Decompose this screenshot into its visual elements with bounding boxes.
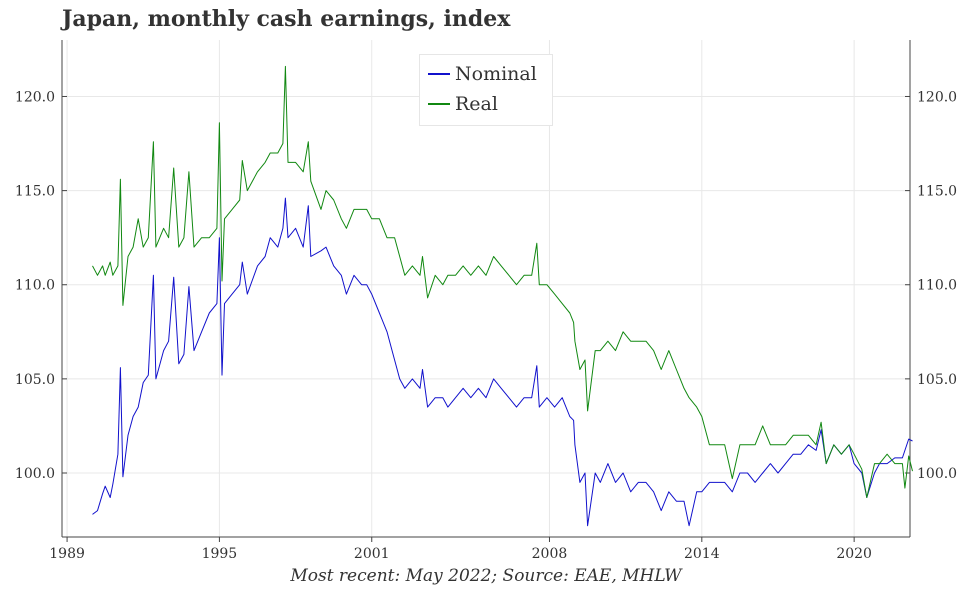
legend-label-nominal: Nominal [455,63,537,85]
legend: Nominal Real [419,54,553,126]
y-tick-label-right: 110.0 [917,278,957,294]
legend-item-nominal[interactable]: Nominal [428,61,537,87]
chart-title: Japan, monthly cash earnings, index [62,6,511,32]
y-tick-label-left: 115.0 [15,184,55,200]
x-tick-label: 2008 [532,546,568,562]
y-tick-label-right: 105.0 [917,372,957,388]
y-tick-label-left: 100.0 [15,466,55,482]
y-tick-label-right: 120.0 [917,89,957,105]
x-tick-label: 2014 [684,546,720,562]
y-tick-label-left: 120.0 [15,89,55,105]
x-tick-label: 2001 [354,546,390,562]
x-tick-label: 1995 [202,546,238,562]
series-line-nominal [92,197,913,527]
y-tick-label-right: 100.0 [917,466,957,482]
series-lines [92,65,913,527]
legend-label-real: Real [455,93,498,115]
x-tick-label: 2020 [836,546,872,562]
y-tick-label-left: 105.0 [15,372,55,388]
source-note: Most recent: May 2022; Source: EAE, MHLW [290,566,682,586]
y-tick-label-right: 115.0 [917,184,957,200]
series-line-real [92,65,913,498]
axes: 100.0 100.0 105.0 105.0 110.0 110.0 115.0 115.0… [15,40,957,562]
y-tick-label-left: 110.0 [15,278,55,294]
legend-swatch-real [428,103,450,105]
x-tick-label: 1989 [49,546,85,562]
legend-item-real[interactable]: Real [428,91,498,117]
legend-swatch-nominal [428,73,450,75]
